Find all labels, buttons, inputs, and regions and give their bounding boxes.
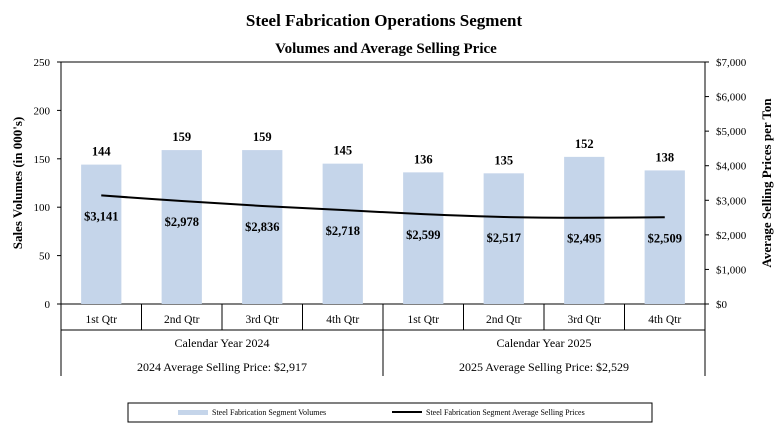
avg-price-2024: 2024 Average Selling Price: $2,917 [137,360,307,374]
price-value-label: $3,141 [84,209,118,223]
volume-value-label: 144 [92,145,112,159]
left-axis-ticks: 0 50 100 150 200 250 [34,57,61,311]
y2-axis-label: Average Selling Prices per Ton [759,98,774,268]
volume-bars [81,150,685,304]
price-line [101,194,665,219]
volume-value-label: 159 [172,130,191,144]
volume-bar [161,150,202,304]
category-label: 3rd Qtr [567,314,601,326]
category-label: 4th Qtr [326,314,359,326]
group-label-2025: Calendar Year 2025 [497,336,592,350]
price-value-label: $2,517 [487,231,521,245]
right-tick-label: $3,000 [716,195,747,207]
category-label: 1st Qtr [85,314,117,326]
y-axis-label: Sales Volumes (in 000's) [10,117,25,250]
legend-prices: Steel Fabrication Segment Average Sellin… [426,408,585,417]
volume-bar [483,173,524,304]
price-value-label: $2,599 [406,228,440,242]
left-tick-label: 200 [34,105,51,117]
legend: Steel Fabrication Segment Volumes Steel … [127,402,653,423]
volume-value-label: 145 [333,144,352,158]
group-label-2024: Calendar Year 2024 [175,336,270,350]
legend-box [127,402,653,423]
category-label: 2nd Qtr [486,314,522,326]
right-tick-label: $4,000 [716,161,747,173]
avg-price-2025: 2025 Average Selling Price: $2,529 [459,360,629,374]
category-label: 1st Qtr [407,314,439,326]
left-tick-label: 50 [39,251,51,263]
right-tick-label: $1,000 [716,264,747,276]
volume-bar [322,163,363,304]
chart-subtitle: Volumes and Average Selling Price [275,41,497,57]
volume-bar [81,164,122,304]
legend-volumes: Steel Fabrication Segment Volumes [212,408,326,417]
left-tick-label: 0 [45,299,51,311]
volume-bar [644,170,685,304]
right-tick-label: $2,000 [716,230,747,242]
volume-value-label: 152 [575,137,594,151]
price-value-label: $2,495 [567,232,601,246]
price-value-label: $2,978 [165,215,199,229]
right-axis-ticks: $0 $1,000 $2,000 $3,000 $4,000 $5,000 $6,000 $7… [705,57,747,311]
price-line-group [101,194,665,219]
chart-title: Steel Fabrication Operations Segment [246,11,523,30]
left-tick-label: 250 [34,57,51,69]
category-label: 4th Qtr [648,314,681,326]
category-label: 2nd Qtr [164,314,200,326]
right-tick-label: $7,000 [716,57,747,69]
price-value-label: $2,718 [326,224,360,238]
volume-value-label: 136 [414,152,433,166]
volume-bar [564,156,605,304]
category-label: 3rd Qtr [245,314,279,326]
price-labels: $3,141 $2,978 $2,836 $2,718 $2,599 $2,517 $2,4… [84,209,682,245]
right-tick-label: $6,000 [716,92,747,104]
volume-bar [403,172,444,304]
right-tick-label: $5,000 [716,126,747,138]
plot-area [60,61,706,305]
legend-bar-swatch [178,410,208,415]
volume-value-label: 138 [655,150,674,164]
volume-labels: 144 159 159 145 136 135 152 138 [92,130,674,167]
price-value-label: $2,836 [245,220,279,234]
right-tick-label: $0 [716,299,728,311]
category-table: 1st Qtr 2nd Qtr 3rd Qtr 4th Qtr 1st Qtr 2nd Q… [60,304,706,376]
left-tick-label: 100 [34,202,51,214]
price-value-label: $2,509 [648,231,682,245]
left-tick-label: 150 [34,154,51,166]
volume-value-label: 135 [494,153,513,167]
volume-value-label: 159 [253,130,272,144]
volume-bar [242,150,283,304]
